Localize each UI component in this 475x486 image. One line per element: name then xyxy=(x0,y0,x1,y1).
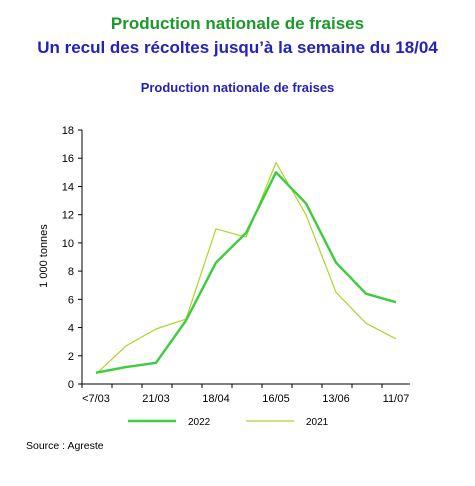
x-tick-label: 13/06 xyxy=(322,393,350,405)
y-tick-label: 14 xyxy=(62,181,74,193)
y-tick-label: 10 xyxy=(62,238,74,250)
chart-axes xyxy=(81,130,410,385)
legend-label-2022: 2022 xyxy=(188,417,211,428)
source-note: Source : Agreste xyxy=(26,440,104,452)
x-axis-ticks: <7/03 21/03 18/04 16/05 13/06 11/07 xyxy=(81,384,410,405)
y-tick-label: 18 xyxy=(62,125,74,137)
page-subtitle: Un recul des récoltes jusqu’à la semaine… xyxy=(37,38,438,57)
y-axis-ticks: 0 2 4 6 8 10 12 14 16 18 xyxy=(62,125,82,391)
series-line-2021 xyxy=(95,161,397,375)
chart-title: Production nationale de fraises xyxy=(140,80,335,95)
series-lines xyxy=(95,161,397,375)
x-tick-label: 16/05 xyxy=(262,393,290,405)
y-tick-label: 6 xyxy=(68,294,74,306)
legend: 2022 2021 xyxy=(128,417,329,428)
x-tick-label: 18/04 xyxy=(202,393,230,405)
y-tick-label: 16 xyxy=(62,153,74,165)
y-tick-label: 0 xyxy=(68,379,74,391)
y-tick-label: 4 xyxy=(68,323,74,335)
x-tick-label: 21/03 xyxy=(142,393,170,405)
legend-label-2021: 2021 xyxy=(306,417,329,428)
y-tick-label: 2 xyxy=(68,351,74,363)
y-axis-label: 1 000 tonnes xyxy=(38,224,50,288)
y-tick-label: 12 xyxy=(62,210,74,222)
series-line-2022 xyxy=(95,171,397,374)
x-tick-label: <7/03 xyxy=(82,393,110,405)
x-tick-label: 11/07 xyxy=(383,393,410,405)
page-title: Production nationale de fraises xyxy=(110,14,365,33)
y-tick-label: 8 xyxy=(68,266,74,278)
